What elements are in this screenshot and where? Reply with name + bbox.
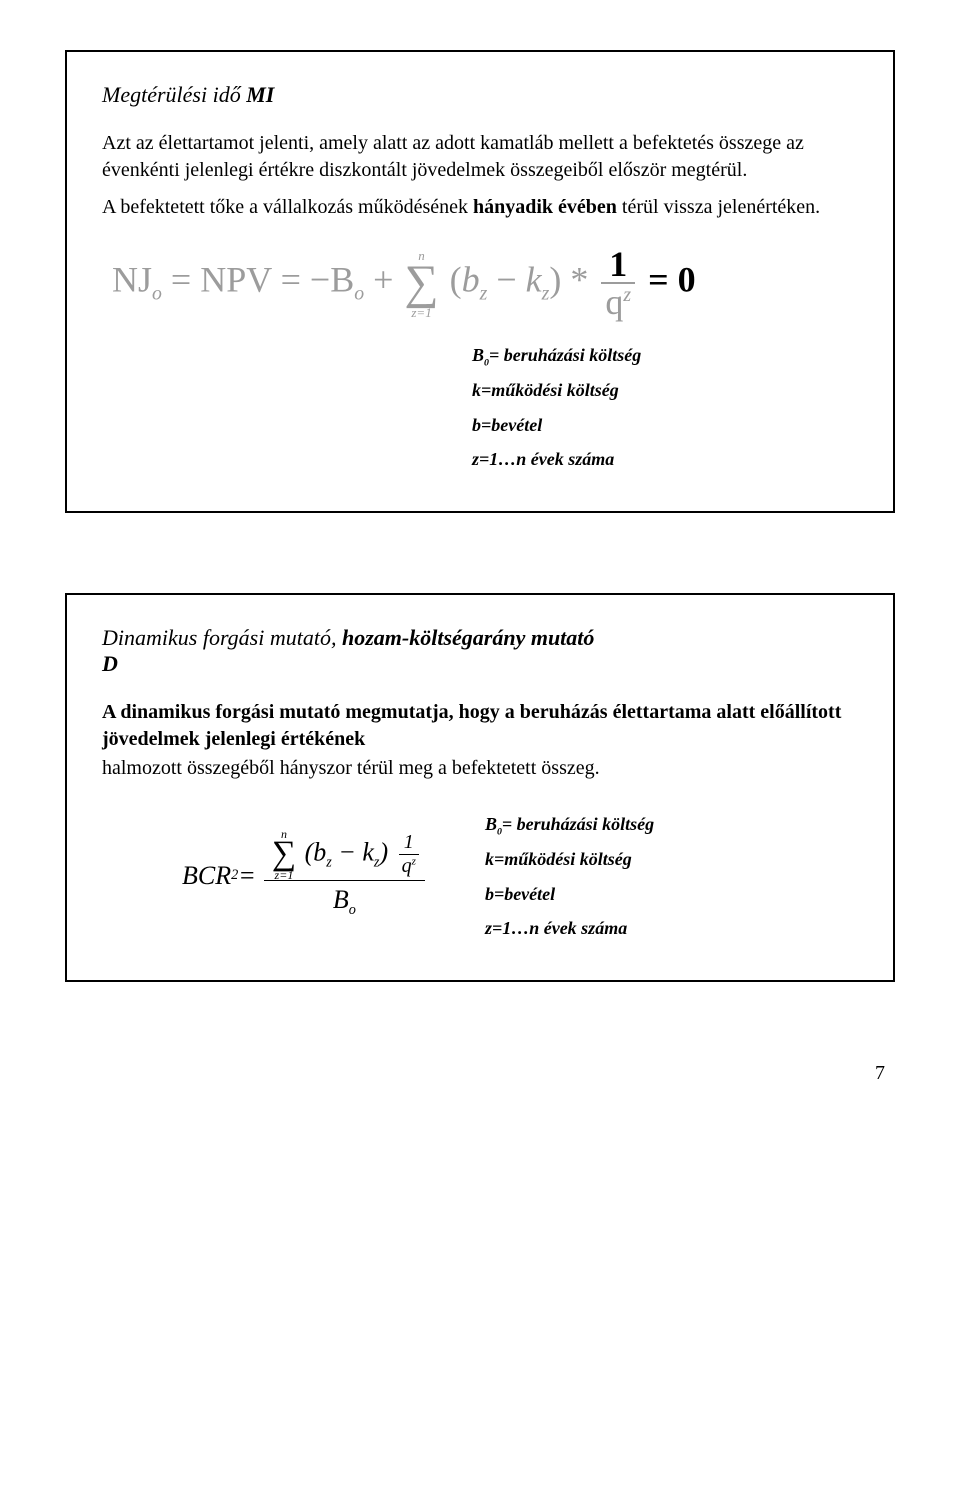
f-zero: 0 <box>678 259 696 299</box>
f-nj-sub: o <box>152 282 162 304</box>
f2-sigma: n ∑ z=1 <box>272 835 296 873</box>
f-q: q <box>605 282 623 322</box>
p2-title-c: D <box>102 651 118 676</box>
panel1-legend: B0= beruházási költség k=működési költsé… <box>472 338 858 476</box>
panel2-legend: B0= beruházási költség k=működési költsé… <box>485 807 654 945</box>
panel1-title: Megtérülési idő MI <box>102 82 858 108</box>
panel-payback-period: Megtérülési idő MI Azt az élettartamot j… <box>65 50 895 513</box>
f-star: * <box>570 259 597 299</box>
f-eq2: = <box>281 259 310 299</box>
f2-sum-top: n <box>281 827 287 842</box>
f2-frac-bot: qz <box>399 854 419 878</box>
title-prefix: Megtérülési idő <box>102 82 246 107</box>
f2-smallfrac: 1 qz <box>399 831 419 878</box>
panel1-para1: Azt az élettartamot jelenti, amely alatt… <box>102 130 858 184</box>
f2-num: n ∑ z=1 (bz − kz) 1 qz <box>264 829 425 880</box>
f-B-sub: o <box>354 282 364 304</box>
f-npv: NPV <box>200 259 271 299</box>
legend2-l3: b=bevétel <box>485 877 654 911</box>
legend1-l1: B0= beruházási költség <box>472 338 858 373</box>
panel-bcr: Dinamikus forgási mutató, hozam-költséga… <box>65 593 895 982</box>
legend2-l2: k=működési költség <box>485 842 654 876</box>
l2-B: B <box>485 814 497 834</box>
f-eq1: = <box>171 259 200 299</box>
panel2-para1: A dinamikus forgási mutató megmutatja, h… <box>102 699 858 753</box>
f2-minus: − <box>332 837 363 866</box>
f2-den: Bo <box>264 880 425 923</box>
panel2-para2: halmozott összegéből hányszor térül meg … <box>102 755 858 782</box>
f-popen: ( <box>450 259 462 299</box>
para2-bold: hányadik évében <box>473 196 617 218</box>
f-eq3: = <box>648 259 678 299</box>
f2-k: k <box>362 837 374 866</box>
f-minus2: − <box>487 259 525 299</box>
f2-lhs-sub: 2 <box>231 867 238 884</box>
f-b: b <box>462 259 480 299</box>
f2-den-B: B <box>333 885 349 914</box>
legend1-l3: b=bevétel <box>472 408 858 442</box>
f2-eq: = <box>238 861 256 891</box>
p2-title-a: Dinamikus forgási mutató, <box>102 625 342 650</box>
para2-b: térül vissza jelenértéken. <box>617 196 820 218</box>
f-frac-bot: qz <box>601 282 635 320</box>
f-q-sup: z <box>623 284 631 306</box>
panel1-para2: A befektetett tőke a vállalkozás működés… <box>102 194 858 221</box>
f-k: k <box>526 259 542 299</box>
formula-bcr: BCR2 = n ∑ z=1 (bz − kz) 1 qz <box>182 829 425 923</box>
f-plus: + <box>373 259 402 299</box>
panel2-formula-row: BCR2 = n ∑ z=1 (bz − kz) 1 qz <box>102 807 858 945</box>
page-number: 7 <box>65 1062 895 1085</box>
f2-pclose: ) <box>379 837 388 866</box>
f2-bigfrac: n ∑ z=1 (bz − kz) 1 qz Bo <box>264 829 425 923</box>
f-nj: NJ <box>112 259 152 299</box>
f2-den-sub: o <box>349 902 356 918</box>
f2-popen: ( <box>305 837 314 866</box>
legend1-l4: z=1…n évek száma <box>472 442 858 476</box>
f2-lhs: BCR <box>182 861 231 891</box>
f2-q: q <box>402 855 412 877</box>
f-sum-top: n <box>418 249 425 262</box>
f-pclose: ) <box>549 259 561 299</box>
page: Megtérülési idő MI Azt az élettartamot j… <box>0 0 960 1125</box>
f-sigma: n ∑ z=1 <box>404 259 438 307</box>
f-minus: − <box>310 259 330 299</box>
f2-frac-top: 1 <box>399 831 419 854</box>
formula-nj: NJo = NPV = −Bo + n ∑ z=1 (bz − kz) * 1 … <box>112 246 858 320</box>
f-frac: 1 qz <box>601 246 635 320</box>
f-sum-bot: z=1 <box>411 306 431 319</box>
l2-txt: = beruházási költség <box>502 814 654 834</box>
l1-B: B <box>472 345 484 365</box>
f2-b: b <box>313 837 326 866</box>
p2-title-b: hozam-költségarány mutató <box>342 625 594 650</box>
title-symbol: MI <box>246 82 274 107</box>
f2-q-sup: z <box>412 855 416 867</box>
legend2-l4: z=1…n évek száma <box>485 911 654 945</box>
f-B: B <box>330 259 354 299</box>
f-frac-top: 1 <box>601 246 635 282</box>
legend1-l2: k=működési költség <box>472 373 858 407</box>
l1-txt: = beruházási költség <box>489 345 641 365</box>
panel2-title: Dinamikus forgási mutató, hozam-költséga… <box>102 625 858 677</box>
legend2-l1: B0= beruházási költség <box>485 807 654 842</box>
para2-a: A befektetett tőke a vállalkozás működés… <box>102 196 473 218</box>
f2-sum-bot: z=1 <box>275 868 294 883</box>
